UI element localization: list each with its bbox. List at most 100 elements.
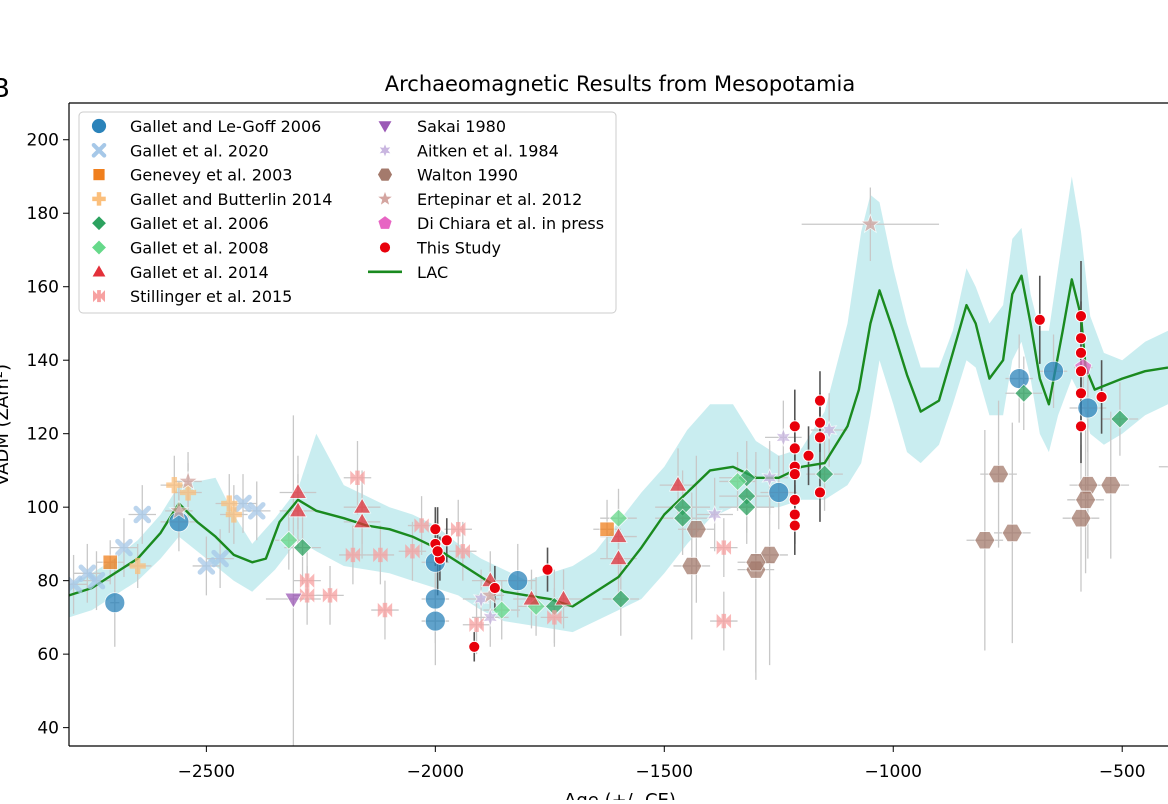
point-stillinger-et-al-2015 — [716, 540, 732, 555]
point-this-study — [788, 519, 801, 532]
point-gallet-and-butterlin-2014 — [129, 557, 146, 575]
point-gallet-et-al-2014 — [352, 512, 372, 529]
point-this-study — [1074, 346, 1088, 359]
point-gallet-and-le-goff-2006 — [768, 482, 790, 503]
point-stillinger-et-al-2015 — [414, 518, 429, 533]
legend-swatch-gallet-and-le-goff-2006 — [91, 118, 107, 134]
legend-swatch-gallet-and-butterlin-2014 — [92, 192, 106, 206]
x-tick-label: −500 — [1099, 762, 1146, 782]
x-tick-label: −2000 — [407, 762, 465, 782]
legend-label-walton-1990: Walton 1990 — [417, 166, 518, 185]
legend-label-gallet-et-al-2020: Gallet et al. 2020 — [130, 141, 269, 160]
lac-curve — [69, 274, 1168, 608]
point-aitken-et-al-1984 — [481, 607, 499, 627]
point-gallet-and-butterlin-2014 — [221, 495, 238, 512]
point-genevey-et-al-2003 — [102, 554, 118, 570]
point-stillinger-et-al-2015 — [547, 610, 562, 625]
point-this-study — [1074, 365, 1088, 378]
legend-swatch-aitken-et-al-1984 — [377, 142, 393, 159]
point-this-study — [1033, 313, 1046, 326]
point-stillinger-et-al-2015 — [451, 522, 466, 537]
y-tick-label: 160 — [27, 278, 59, 298]
point-gallet-et-al-2014 — [668, 475, 688, 492]
legend-swatch-ertepinar-et-al-2012 — [376, 189, 394, 207]
legend-swatch-gallet-et-al-2020 — [91, 142, 107, 158]
point-gallet-et-al-2006 — [292, 538, 313, 558]
point-stillinger-et-al-2015 — [405, 544, 420, 559]
point-this-study — [468, 640, 481, 653]
point-this-study — [788, 508, 801, 521]
point-this-study — [541, 563, 554, 576]
point-this-study — [1074, 387, 1088, 400]
legend-swatch-di-chiara-et-al-in-press — [377, 215, 393, 230]
point-this-study — [1074, 420, 1088, 433]
legend-label-sakai-1980: Sakai 1980 — [417, 117, 506, 136]
data-points — [69, 213, 1168, 653]
x-tick-label: −2500 — [178, 762, 236, 782]
y-tick-label: 140 — [27, 351, 59, 371]
point-gallet-and-butterlin-2014 — [166, 477, 183, 494]
point-this-study — [431, 545, 444, 558]
point-gallet-et-al-2020 — [115, 538, 133, 557]
x-tick-label: −1500 — [636, 762, 694, 782]
point-gallet-and-le-goff-2006 — [1008, 368, 1030, 389]
point-walton-1990 — [681, 556, 703, 575]
point-stillinger-et-al-2015 — [345, 547, 361, 563]
point-gallet-and-butterlin-2014 — [179, 484, 197, 501]
point-this-study — [788, 468, 801, 481]
point-this-study — [429, 523, 442, 536]
legend-box — [78, 111, 617, 314]
legend-label-genevey-et-al-2003: Genevey et al. 2003 — [130, 166, 292, 185]
point-stillinger-et-al-2015 — [716, 613, 732, 629]
point-this-study — [1074, 332, 1088, 345]
point-gallet-and-le-goff-2006 — [1043, 360, 1064, 382]
point-gallet-et-al-2006 — [1014, 383, 1034, 403]
legend-swatch-gallet-et-al-2014 — [91, 263, 107, 278]
point-walton-1990 — [1075, 490, 1097, 509]
legend: Gallet and Le-Goff 2006 Gallet et al. 202… — [78, 111, 617, 314]
point-stillinger-et-al-2015 — [373, 547, 388, 563]
point-gallet-et-al-2006 — [1110, 409, 1130, 429]
legend-swatch-this-study — [378, 241, 392, 254]
point-gallet-et-al-2020 — [87, 571, 106, 590]
point-walton-1990 — [1100, 476, 1122, 495]
point-gallet-and-butterlin-2014 — [225, 506, 242, 523]
legend-swatch-gallet-et-al-2008 — [90, 239, 108, 256]
point-walton-1990 — [1077, 476, 1099, 495]
point-this-study — [788, 493, 801, 506]
point-walton-1990 — [1001, 523, 1023, 542]
legend-label-di-chiara-et-al-in-press: Di Chiara et al. in press — [417, 214, 604, 233]
point-this-study — [1095, 390, 1108, 404]
legend-label-lac: LAC — [417, 263, 448, 282]
point-gallet-and-le-goff-2006 — [424, 588, 446, 610]
point-stillinger-et-al-2015 — [322, 588, 338, 603]
point-gallet-et-al-2008 — [728, 471, 748, 492]
point-this-study — [802, 449, 815, 462]
point-gallet-et-al-2014 — [288, 501, 308, 518]
point-ertepinar-et-al-2012 — [177, 470, 199, 491]
lac-curve-group — [69, 274, 1168, 608]
legend-swatch-genevey-et-al-2003 — [92, 168, 106, 182]
point-gallet-et-al-2006 — [673, 508, 693, 528]
legend-swatch-sakai-1980 — [377, 120, 393, 135]
point-gallet-et-al-2008 — [279, 530, 299, 550]
legend-swatch-stillinger-et-al-2015 — [93, 290, 105, 303]
point-gallet-et-al-2020 — [211, 549, 229, 568]
point-gallet-et-al-2014 — [609, 548, 628, 565]
y-tick-label: 80 — [37, 572, 59, 592]
point-walton-1990 — [685, 520, 707, 539]
point-aitken-et-al-1984 — [761, 468, 778, 488]
point-gallet-et-al-2020 — [234, 494, 252, 513]
point-gallet-et-al-2014 — [522, 589, 541, 606]
point-this-study — [813, 394, 827, 407]
legend-label-ertepinar-et-al-2012: Ertepinar et al. 2012 — [417, 190, 582, 209]
legend-swatch-gallet-et-al-2006 — [90, 215, 108, 232]
point-gallet-and-le-goff-2006 — [1077, 397, 1099, 419]
point-this-study — [788, 420, 801, 433]
y-axis-label: VADM (ZAm²) — [0, 364, 13, 486]
y-tick-label: 60 — [37, 645, 59, 665]
point-this-study — [440, 534, 453, 547]
point-this-study — [813, 431, 827, 444]
